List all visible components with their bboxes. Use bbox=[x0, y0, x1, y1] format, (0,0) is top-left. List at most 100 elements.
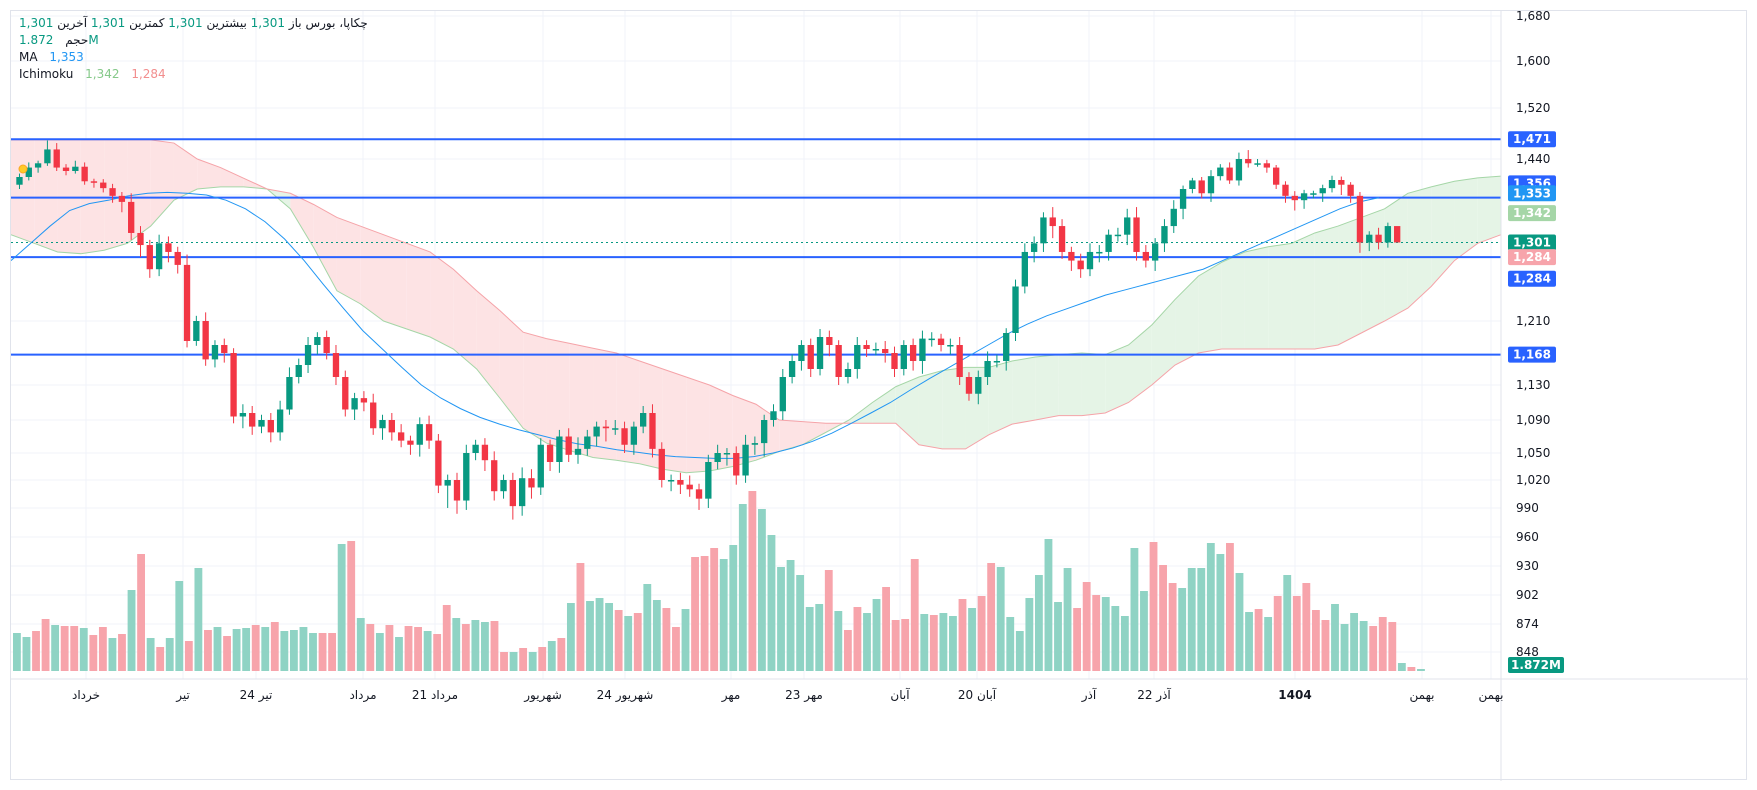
candle-body[interactable] bbox=[1189, 180, 1196, 189]
candle-body[interactable] bbox=[1356, 195, 1364, 243]
candle-body[interactable] bbox=[844, 369, 852, 377]
price-badge[interactable] bbox=[1508, 185, 1556, 202]
candle-body[interactable] bbox=[425, 424, 433, 441]
candle-body[interactable] bbox=[612, 428, 619, 430]
candle-body[interactable] bbox=[928, 338, 935, 341]
candle-body[interactable] bbox=[25, 167, 32, 177]
moving-average-line[interactable] bbox=[11, 191, 1380, 459]
candle-body[interactable] bbox=[528, 478, 535, 488]
candle-body[interactable] bbox=[770, 411, 777, 420]
candle-body[interactable] bbox=[1384, 226, 1392, 243]
candle-body[interactable] bbox=[705, 462, 712, 499]
candle-body[interactable] bbox=[388, 420, 395, 433]
candle-body[interactable] bbox=[1058, 226, 1066, 252]
candle-body[interactable] bbox=[1114, 234, 1122, 237]
candle-body[interactable] bbox=[1021, 251, 1028, 287]
candle-body[interactable] bbox=[1207, 176, 1215, 194]
candle-body[interactable] bbox=[62, 167, 70, 171]
candle-body[interactable] bbox=[1124, 217, 1131, 235]
candle-body[interactable] bbox=[947, 345, 954, 347]
candle-body[interactable] bbox=[1282, 184, 1289, 196]
candle-body[interactable] bbox=[174, 251, 181, 265]
candle-body[interactable] bbox=[481, 444, 489, 461]
candle-body[interactable] bbox=[435, 440, 442, 486]
candle-body[interactable] bbox=[900, 345, 907, 369]
candle-body[interactable] bbox=[1245, 159, 1252, 164]
candle-body[interactable] bbox=[919, 338, 926, 361]
candle-body[interactable] bbox=[34, 163, 42, 168]
candle-body[interactable] bbox=[556, 436, 563, 463]
candle-body[interactable] bbox=[286, 377, 293, 410]
price-badge[interactable] bbox=[1508, 270, 1556, 287]
price-badge[interactable] bbox=[1508, 346, 1556, 363]
candle-body[interactable] bbox=[1003, 333, 1010, 361]
candle-body[interactable] bbox=[584, 436, 591, 449]
price-chart[interactable]: 1,6801,6001,5201,4401,3561,2101,1301,090… bbox=[11, 11, 1748, 781]
candle-body[interactable] bbox=[1394, 226, 1401, 243]
candle-body[interactable] bbox=[230, 353, 237, 417]
candle-body[interactable] bbox=[1338, 180, 1345, 185]
candle-body[interactable] bbox=[491, 460, 498, 492]
candle-body[interactable] bbox=[1179, 189, 1187, 209]
candle-body[interactable] bbox=[146, 245, 153, 270]
candle-body[interactable] bbox=[975, 377, 982, 394]
candle-body[interactable] bbox=[649, 413, 656, 449]
candle-body[interactable] bbox=[816, 337, 824, 369]
candle-body[interactable] bbox=[872, 349, 880, 351]
candle-body[interactable] bbox=[276, 409, 284, 433]
candle-body[interactable] bbox=[1040, 217, 1047, 244]
candle-body[interactable] bbox=[239, 413, 247, 417]
candle-body[interactable] bbox=[202, 321, 209, 360]
candle-body[interactable] bbox=[165, 243, 172, 252]
candle-body[interactable] bbox=[1328, 180, 1336, 189]
candle-body[interactable] bbox=[351, 398, 358, 410]
candle-body[interactable] bbox=[1012, 286, 1019, 333]
candle-body[interactable] bbox=[1068, 251, 1075, 261]
candle-body[interactable] bbox=[1226, 167, 1233, 181]
candle-body[interactable] bbox=[965, 377, 973, 394]
candle-body[interactable] bbox=[993, 361, 1001, 363]
candle-body[interactable] bbox=[100, 182, 107, 189]
candle-body[interactable] bbox=[379, 420, 386, 429]
candle-body[interactable] bbox=[407, 440, 414, 445]
candle-body[interactable] bbox=[249, 413, 256, 427]
price-badge[interactable] bbox=[1508, 234, 1556, 251]
candle-body[interactable] bbox=[295, 365, 302, 377]
volume-badge[interactable] bbox=[1508, 657, 1564, 673]
candle-body[interactable] bbox=[314, 337, 321, 345]
candle-body[interactable] bbox=[444, 480, 451, 486]
candle-body[interactable] bbox=[183, 264, 191, 341]
candle-body[interactable] bbox=[1300, 193, 1308, 201]
candle-body[interactable] bbox=[1170, 208, 1177, 227]
candle-body[interactable] bbox=[472, 444, 479, 453]
candle-body[interactable] bbox=[1254, 163, 1261, 165]
candle-body[interactable] bbox=[640, 413, 647, 427]
candle-body[interactable] bbox=[211, 345, 219, 360]
candle-body[interactable] bbox=[937, 338, 945, 345]
candle-body[interactable] bbox=[1310, 193, 1317, 195]
candle-body[interactable] bbox=[658, 448, 665, 480]
candle-body[interactable] bbox=[779, 377, 786, 412]
candle-body[interactable] bbox=[267, 420, 274, 433]
candle-body[interactable] bbox=[1096, 251, 1103, 254]
candle-body[interactable] bbox=[1030, 243, 1038, 252]
candle-body[interactable] bbox=[258, 420, 265, 427]
candle-body[interactable] bbox=[500, 480, 507, 492]
candle-body[interactable] bbox=[546, 444, 554, 462]
candle-body[interactable] bbox=[1217, 167, 1224, 177]
candle-body[interactable] bbox=[826, 337, 833, 345]
candle-body[interactable] bbox=[118, 195, 126, 202]
candle-body[interactable] bbox=[360, 398, 368, 403]
candle-body[interactable] bbox=[1366, 234, 1373, 243]
candle-body[interactable] bbox=[416, 424, 423, 445]
candle-body[interactable] bbox=[1272, 167, 1280, 185]
candle-body[interactable] bbox=[304, 345, 312, 365]
candle-body[interactable] bbox=[909, 345, 917, 361]
candle-body[interactable] bbox=[370, 402, 377, 429]
candle-body[interactable] bbox=[891, 353, 898, 369]
candle-body[interactable] bbox=[1133, 217, 1140, 252]
candle-body[interactable] bbox=[574, 448, 582, 455]
candle-body[interactable] bbox=[956, 345, 963, 377]
candle-body[interactable] bbox=[509, 480, 517, 507]
candle-body[interactable] bbox=[630, 426, 638, 445]
